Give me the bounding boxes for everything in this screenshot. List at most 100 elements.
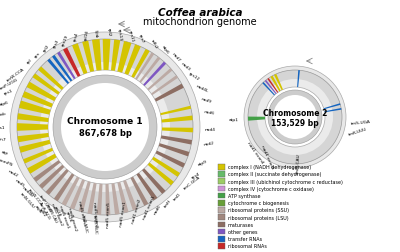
Wedge shape (117, 42, 132, 73)
Text: ribosomal RNAs: ribosomal RNAs (228, 243, 266, 248)
Text: nad4L: nad4L (195, 84, 208, 93)
Text: rps: rps (34, 51, 41, 59)
Wedge shape (17, 124, 48, 131)
Circle shape (268, 91, 322, 144)
Text: rps19: rps19 (61, 34, 69, 47)
Circle shape (61, 84, 149, 171)
Text: complex I (NADH dehydrogenase): complex I (NADH dehydrogenase) (228, 165, 311, 170)
Bar (218, 186, 225, 191)
Text: trnM-CAU: trnM-CAU (296, 153, 301, 173)
Wedge shape (161, 136, 192, 145)
Text: trnD: trnD (173, 191, 182, 201)
Text: maturases: maturases (228, 222, 254, 227)
Wedge shape (70, 180, 85, 210)
Wedge shape (57, 52, 76, 80)
Wedge shape (103, 40, 110, 71)
Wedge shape (159, 144, 189, 157)
Text: Chromosome 2: Chromosome 2 (263, 108, 327, 117)
Text: ATP synthase: ATP synthase (228, 193, 260, 198)
Wedge shape (54, 174, 74, 201)
Text: nad7: nad7 (170, 52, 181, 63)
Text: nad4b: nad4b (20, 185, 33, 197)
Circle shape (53, 76, 157, 179)
Text: rps4: rps4 (191, 171, 201, 179)
Text: nad1 exon5: nad1 exon5 (260, 144, 274, 169)
Wedge shape (324, 109, 342, 113)
Text: Coffea arabica: Coffea arabica (158, 8, 242, 18)
Text: rps13: rps13 (117, 28, 123, 41)
Text: 153,529 bp: 153,529 bp (271, 118, 319, 127)
Wedge shape (22, 92, 53, 108)
Wedge shape (52, 56, 72, 82)
Circle shape (257, 80, 333, 155)
Wedge shape (111, 40, 120, 72)
Text: nad5 exon5: nad5 exon5 (106, 201, 111, 227)
Text: ccmFN: ccmFN (0, 158, 13, 167)
Text: sdh2: sdh2 (150, 39, 159, 50)
Wedge shape (156, 151, 185, 168)
Wedge shape (139, 57, 160, 83)
Wedge shape (155, 84, 184, 102)
Text: rpl2: rpl2 (43, 44, 51, 53)
Text: nad1 exon4: nad1 exon4 (246, 141, 264, 164)
Text: rps1: rps1 (3, 88, 13, 96)
Wedge shape (39, 165, 64, 189)
Text: ribosomal proteins (SSU): ribosomal proteins (SSU) (228, 208, 288, 213)
Text: complex II (succinate dehydrogenase): complex II (succinate dehydrogenase) (228, 172, 321, 177)
Bar (218, 172, 225, 177)
Wedge shape (78, 182, 91, 212)
Text: nad1 exon2: nad1 exon2 (131, 198, 142, 224)
Wedge shape (27, 154, 57, 174)
Wedge shape (262, 83, 275, 96)
Text: nad5 exon2: nad5 exon2 (92, 201, 98, 227)
Text: trnH: trnH (164, 198, 172, 208)
Wedge shape (19, 140, 50, 153)
Text: sdh2: sdh2 (38, 206, 47, 217)
Bar (218, 243, 225, 249)
Text: rpl5: rpl5 (96, 28, 100, 37)
Wedge shape (152, 157, 180, 177)
Text: mitochondrion genome: mitochondrion genome (143, 17, 257, 27)
Text: Chromosome 1: Chromosome 1 (67, 117, 143, 126)
Wedge shape (92, 40, 102, 71)
Text: trnfM-CAU: trnfM-CAU (45, 203, 58, 223)
Text: atp6: atp6 (0, 100, 9, 106)
Text: nad5 exon2: nad5 exon2 (67, 206, 78, 231)
Text: rrn18: rrn18 (52, 205, 61, 217)
Text: nad4: nad4 (205, 127, 216, 131)
Wedge shape (124, 45, 141, 76)
Wedge shape (123, 180, 137, 211)
Wedge shape (131, 50, 150, 79)
Wedge shape (32, 74, 60, 95)
Wedge shape (324, 104, 340, 110)
Text: nad6: nad6 (204, 110, 215, 116)
Bar (218, 229, 225, 234)
Text: trnK-UUU: trnK-UUU (348, 127, 367, 137)
Bar (218, 193, 225, 199)
Circle shape (17, 40, 193, 215)
Wedge shape (46, 169, 69, 195)
Wedge shape (18, 133, 49, 143)
Wedge shape (297, 71, 300, 88)
Wedge shape (82, 41, 94, 73)
Wedge shape (33, 161, 60, 182)
Text: cob: cob (0, 112, 6, 117)
Text: rps3: rps3 (52, 39, 60, 49)
Text: nad1 exon7: nad1 exon7 (0, 135, 6, 142)
Text: other genes: other genes (228, 229, 257, 234)
Text: atp: atp (1, 149, 9, 155)
Text: rpl2: rpl2 (106, 28, 111, 37)
Text: rps1: rps1 (0, 125, 5, 130)
Text: nad5 exon1: nad5 exon1 (119, 200, 127, 226)
Text: nad3: nad3 (180, 62, 191, 72)
Circle shape (244, 67, 346, 168)
Wedge shape (136, 173, 157, 201)
Text: nad2: nad2 (7, 169, 18, 177)
Text: atp1: atp1 (229, 117, 239, 121)
Text: ribosomal proteins (LSU): ribosomal proteins (LSU) (228, 215, 288, 220)
Wedge shape (112, 183, 120, 215)
Wedge shape (135, 53, 154, 80)
Wedge shape (162, 116, 193, 123)
Wedge shape (162, 128, 193, 133)
Bar (218, 207, 225, 213)
